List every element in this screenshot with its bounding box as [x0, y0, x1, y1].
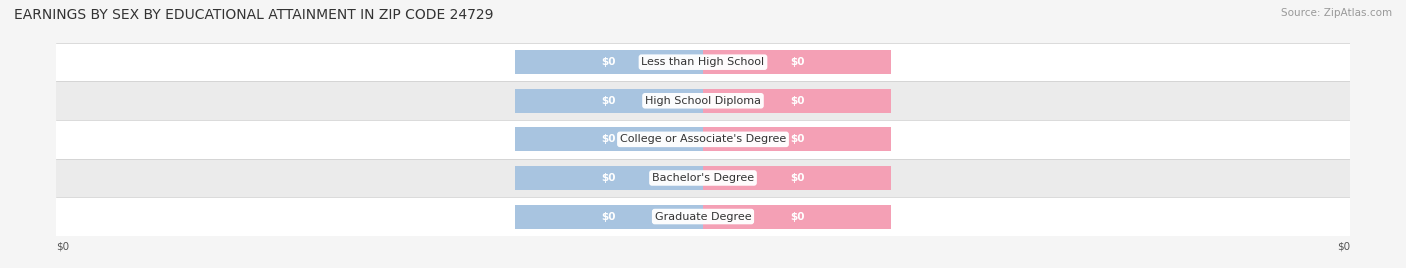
Bar: [703, 89, 891, 113]
Bar: [0, 43, 1406, 81]
Bar: [703, 166, 891, 190]
Text: Graduate Degree: Graduate Degree: [655, 211, 751, 222]
Bar: [703, 204, 891, 229]
Text: High School Diploma: High School Diploma: [645, 96, 761, 106]
Bar: [515, 89, 703, 113]
Bar: [0, 197, 1406, 236]
Text: $0: $0: [790, 96, 804, 106]
Text: $0: $0: [602, 134, 616, 144]
Text: $0: $0: [56, 241, 69, 251]
Text: College or Associate's Degree: College or Associate's Degree: [620, 134, 786, 144]
Bar: [703, 127, 891, 151]
Bar: [515, 166, 703, 190]
Bar: [515, 204, 703, 229]
Text: Bachelor's Degree: Bachelor's Degree: [652, 173, 754, 183]
Bar: [515, 127, 703, 151]
Bar: [0, 159, 1406, 197]
Text: $0: $0: [1337, 241, 1350, 251]
Bar: [0, 120, 1406, 159]
Text: $0: $0: [790, 211, 804, 222]
Text: $0: $0: [790, 134, 804, 144]
Bar: [703, 50, 891, 74]
Bar: [515, 50, 703, 74]
Text: Source: ZipAtlas.com: Source: ZipAtlas.com: [1281, 8, 1392, 18]
Text: $0: $0: [790, 173, 804, 183]
Bar: [0, 81, 1406, 120]
Text: $0: $0: [602, 96, 616, 106]
Text: $0: $0: [790, 57, 804, 67]
Text: Less than High School: Less than High School: [641, 57, 765, 67]
Text: $0: $0: [602, 211, 616, 222]
Text: EARNINGS BY SEX BY EDUCATIONAL ATTAINMENT IN ZIP CODE 24729: EARNINGS BY SEX BY EDUCATIONAL ATTAINMEN…: [14, 8, 494, 22]
Text: $0: $0: [602, 57, 616, 67]
Text: $0: $0: [602, 173, 616, 183]
